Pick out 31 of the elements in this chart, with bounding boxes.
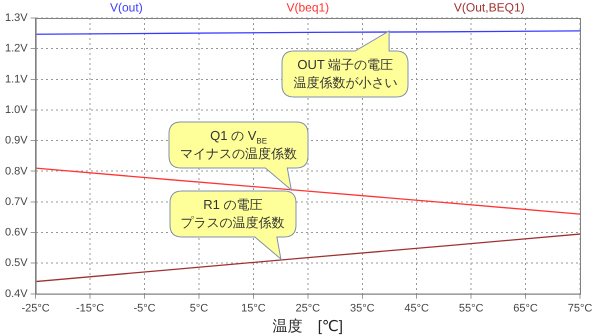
- y-tick-label: 1.0V: [4, 104, 28, 116]
- x-tick-label: 15°C: [241, 302, 266, 314]
- x-tick-label: -15°C: [76, 302, 104, 314]
- annotation: マイナスの温度係数: [180, 144, 298, 163]
- y-tick-label: 0.7V: [4, 196, 28, 208]
- annotation: OUT 端子の電圧: [297, 56, 394, 74]
- y-tick-label: 0.6V: [4, 226, 28, 239]
- x-tick-label: -25°C: [22, 302, 50, 314]
- x-tick-label: 35°C: [350, 302, 375, 314]
- x-tick-label: -5°C: [133, 302, 156, 314]
- x-tick-label: 55°C: [458, 302, 484, 314]
- annotation: Q1 の V$_{BE}$: [210, 128, 268, 146]
- annotation: 温度係数が小さい: [293, 74, 398, 92]
- y-tick-label: 0.8V: [4, 165, 28, 178]
- x-tick-label: 65°C: [513, 302, 538, 314]
- y-tick-label: 0.5V: [4, 257, 28, 270]
- y-tick-label: 0.4V: [4, 288, 28, 300]
- annotation: プラスの温度係数: [180, 214, 285, 232]
- x-tick-label: 45°C: [404, 302, 430, 314]
- y-tick-label: 0.9V: [4, 134, 28, 147]
- text: V(Out,BEQ1): [454, 0, 525, 14]
- y-tick-label: 1.3V: [4, 12, 28, 24]
- x-tick-label: 5°C: [190, 302, 208, 314]
- x-tick-label: 75°C: [568, 302, 592, 314]
- text: V(beq1): [286, 0, 330, 14]
- x-axis-title: 温度 [℃]: [272, 318, 343, 336]
- x-tick-label: 25°C: [296, 302, 320, 314]
- annotation: R1 の電圧: [203, 196, 262, 214]
- y-tick-label: 1.2V: [4, 42, 28, 55]
- series-label: V(out): [110, 0, 143, 14]
- y-tick-label: 1.1V: [4, 73, 28, 86]
